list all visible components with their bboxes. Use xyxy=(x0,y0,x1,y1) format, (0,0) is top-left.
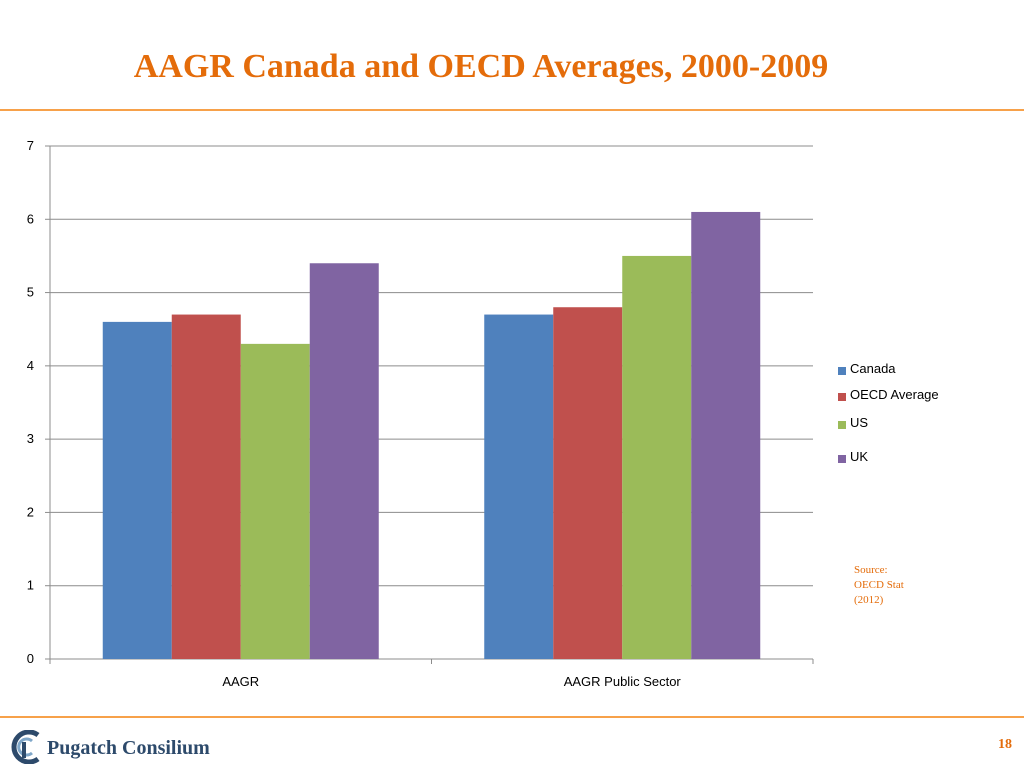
source-line: (2012) xyxy=(854,594,884,606)
source-note: Source: OECD Stat (2012) xyxy=(854,563,934,608)
bar-oecd-average xyxy=(171,314,241,659)
bar-uk xyxy=(309,263,379,659)
y-tick-label: 5 xyxy=(27,285,34,300)
legend-label: US xyxy=(850,415,869,430)
y-tick-label: 7 xyxy=(27,138,34,153)
y-tick-label: 2 xyxy=(27,504,34,519)
title-divider xyxy=(0,109,1024,111)
legend-swatch xyxy=(838,421,846,429)
source-line: OECD Stat xyxy=(854,579,904,591)
footer-divider xyxy=(0,716,1024,718)
y-tick-label: 0 xyxy=(27,651,34,666)
legend-swatch xyxy=(838,367,846,375)
y-tick-label: 1 xyxy=(27,578,34,593)
slide-title: AAGR Canada and OECD Averages, 2000-2009 xyxy=(133,48,829,85)
legend-label: Canada xyxy=(850,361,896,376)
legend-label: UK xyxy=(850,449,869,464)
bar-canada xyxy=(102,321,172,659)
y-tick-label: 3 xyxy=(27,431,34,446)
bar-canada xyxy=(484,314,554,659)
bar-us xyxy=(240,343,310,659)
source-line: Source: xyxy=(854,564,888,576)
legend-swatch xyxy=(838,393,846,401)
page-number: 18 xyxy=(998,737,1012,752)
y-tick-label: 4 xyxy=(27,358,34,373)
bar-us xyxy=(622,255,692,659)
legend-swatch xyxy=(838,455,846,463)
x-tick-label: AAGR xyxy=(222,674,259,689)
x-tick-label: AAGR Public Sector xyxy=(564,674,682,689)
bar-oecd-average xyxy=(553,307,623,659)
bar-uk xyxy=(691,211,761,659)
bar-chart: 0 1 2 3 4 5 6 7 AAGR AAGR Public Sector xyxy=(27,138,814,689)
logo-mark-icon xyxy=(11,730,40,764)
logo-text: Pugatch Consilium xyxy=(47,737,210,759)
y-tick-label: 6 xyxy=(27,211,34,226)
legend-label: OECD Average xyxy=(850,387,939,402)
